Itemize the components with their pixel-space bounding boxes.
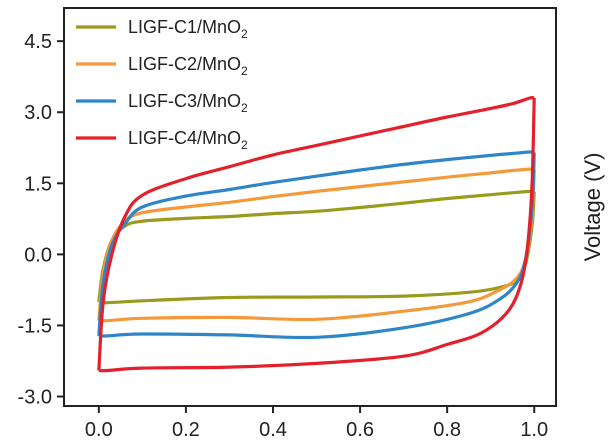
- legend-label-3: LIGF-C3/MnO2: [128, 91, 248, 115]
- y-tick-label: 4.5: [24, 31, 52, 53]
- y-tick-label: 1.5: [24, 173, 52, 195]
- plot-curves: [97, 96, 536, 373]
- series-4-reverse-line: [98, 97, 536, 373]
- x-tick-label: 0.2: [172, 419, 200, 441]
- y-tick-label: -3.0: [18, 387, 52, 409]
- series-3-forward-line: [97, 150, 535, 337]
- x-tick-label: 0.4: [259, 419, 287, 441]
- x-tick-label: 0.8: [433, 419, 461, 441]
- y-axis-ticks: -3.0 -1.5 0.0 1.5 3.0 4.5: [18, 31, 64, 409]
- y-tick-label: 0.0: [24, 244, 52, 266]
- legend-label-2: LIGF-C2/MnO2: [128, 54, 248, 78]
- legend: LIGF-C1/MnO2 LIGF-C2/MnO2 LIGF-C3/MnO2 LIGF…: [76, 17, 248, 152]
- x-axis-ticks: 0.0 0.2 0.4 0.6 0.8 1.0: [85, 406, 548, 441]
- y-tick-label: -1.5: [18, 315, 52, 337]
- y-tick-label: 3.0: [24, 102, 52, 124]
- x-tick-label: 0.6: [346, 419, 374, 441]
- plot-frame: [63, 7, 557, 407]
- x-tick-label: 1.0: [520, 419, 548, 441]
- legend-label-1: LIGF-C1/MnO2: [128, 17, 248, 41]
- x-tick-label: 0.0: [85, 419, 113, 441]
- legend-label-4: LIGF-C4/MnO2: [128, 128, 248, 152]
- series-3-reverse-line: [98, 152, 536, 340]
- y-axis-title: Voltage (V): [580, 153, 605, 262]
- series-4-forward-line: [97, 96, 535, 371]
